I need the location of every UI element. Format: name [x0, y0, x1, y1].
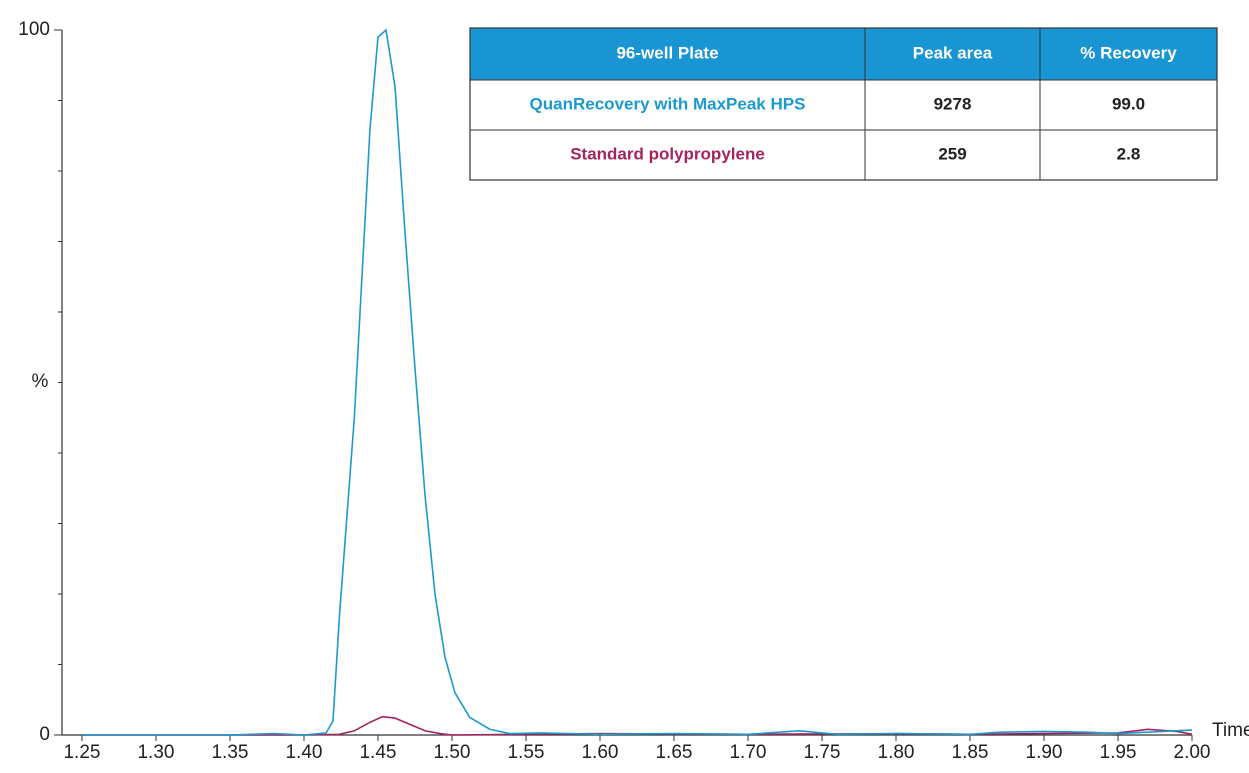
- x-tick-label: 1.30: [137, 742, 174, 763]
- table-header-bg: [470, 28, 1217, 80]
- x-tick-label: 1.60: [581, 742, 618, 763]
- x-tick-label: 1.25: [63, 742, 100, 763]
- x-tick-label: 1.50: [433, 742, 470, 763]
- x-tick-label: 1.40: [285, 742, 322, 763]
- table-header-cell: Peak area: [913, 43, 993, 62]
- table-border: [469, 27, 1218, 181]
- series-line: [81, 715, 1193, 736]
- x-tick-label: 2.00: [1174, 742, 1211, 763]
- x-tick-label: 1.75: [804, 742, 841, 763]
- y-tick-label: 100: [18, 19, 50, 40]
- table-cell: 99.0: [1112, 94, 1145, 113]
- table-header-cell: % Recovery: [1080, 43, 1177, 62]
- x-axis-label: Time: [1212, 720, 1249, 741]
- table-cell: 2.8: [1117, 144, 1141, 163]
- x-tick-label: 1.70: [729, 742, 766, 763]
- x-tick-label: 1.90: [1026, 742, 1063, 763]
- x-tick-label: 1.65: [655, 742, 692, 763]
- table-cell: 259: [938, 144, 966, 163]
- x-tick-label: 1.45: [359, 742, 396, 763]
- x-tick-label: 1.55: [507, 742, 544, 763]
- x-tick-label: 1.95: [1100, 742, 1137, 763]
- table-cell: Standard polypropylene: [570, 144, 765, 163]
- table-header-cell: 96-well Plate: [616, 43, 718, 62]
- y-axis-label: %: [32, 371, 49, 392]
- table-cell: QuanRecovery with MaxPeak HPS: [530, 94, 806, 113]
- table-cell: 9278: [934, 94, 972, 113]
- y-tick-label: 0: [39, 724, 50, 745]
- series-line: [81, 28, 1193, 736]
- x-tick-label: 1.85: [952, 742, 989, 763]
- x-tick-label: 1.80: [878, 742, 915, 763]
- x-tick-label: 1.35: [211, 742, 248, 763]
